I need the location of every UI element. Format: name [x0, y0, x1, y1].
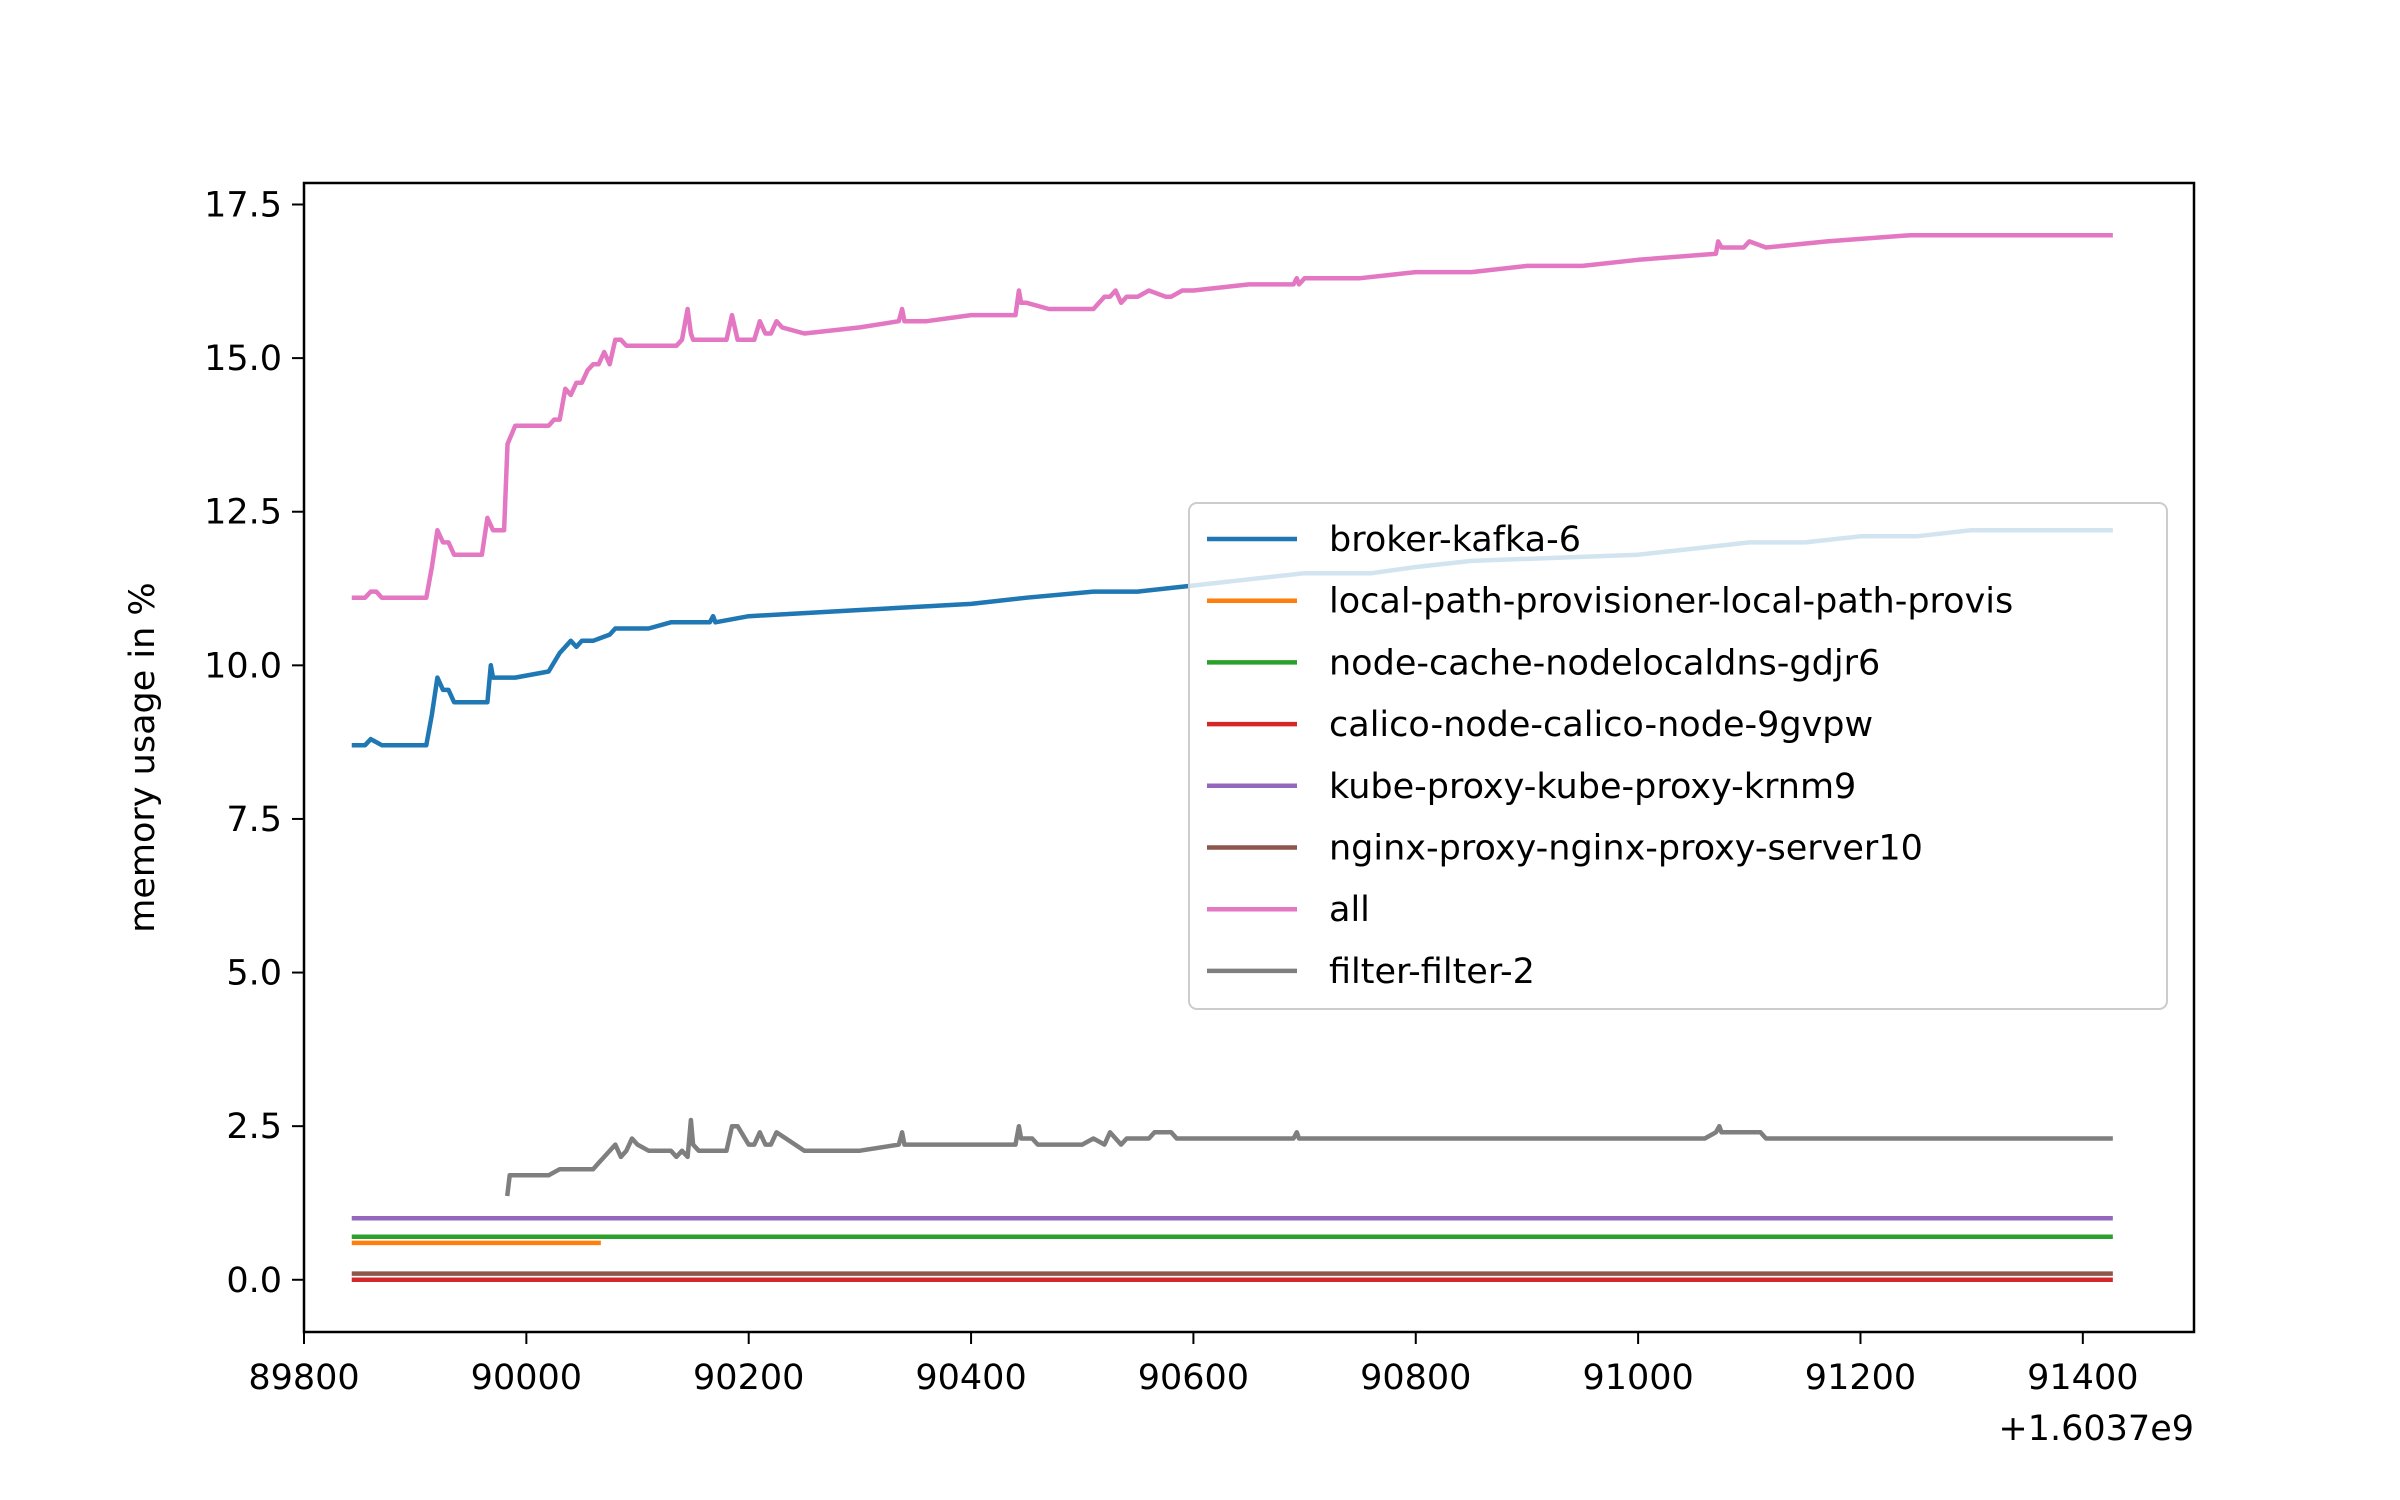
y-axis: 0.0 2.5 5.0 7.5 10.0 12.5 15.0 17.5 — [204, 186, 304, 1301]
legend-entry-label: filter-filter-2 — [1329, 952, 1535, 992]
x-tick-label: 89800 — [248, 1358, 359, 1398]
legend-entry-label: calico-node-calico-node-9gvpw — [1329, 705, 1873, 745]
x-tick-label: 90000 — [471, 1358, 582, 1398]
series-line-6 — [351, 232, 2113, 600]
x-axis-offset-label: +1.6037e9 — [1998, 1409, 2194, 1449]
x-axis: 89800 90000 90200 90400 90600 90800 91000 91200… — [248, 1332, 2138, 1398]
legend-box — [1188, 502, 2168, 1010]
legend-entry-label: all — [1329, 890, 1370, 930]
legend-entry-label: kube-proxy-kube-proxy-krnm9 — [1329, 767, 1856, 807]
y-tick-label: 7.5 — [226, 800, 282, 840]
y-tick-label: 12.5 — [204, 493, 282, 533]
legend: broker-kafka-6 local-path-provisioner-loc… — [1188, 502, 2168, 1010]
series-layer — [351, 232, 2113, 1283]
x-tick-label: 90800 — [1360, 1358, 1471, 1398]
x-tick-label: 90600 — [1138, 1358, 1249, 1398]
y-tick-label: 5.0 — [226, 954, 282, 994]
x-tick-label: 91000 — [1582, 1358, 1693, 1398]
legend-entry-label: broker-kafka-6 — [1329, 520, 1581, 560]
legend-entry-label: local-path-provisioner-local-path-provis — [1329, 582, 2013, 622]
y-tick-label: 0.0 — [226, 1261, 282, 1301]
x-tick-label: 90400 — [915, 1358, 1026, 1398]
y-tick-label: 17.5 — [204, 186, 282, 226]
plot-frame — [302, 181, 2196, 1334]
x-tick-label: 90200 — [693, 1358, 804, 1398]
legend-entry-label: nginx-proxy-nginx-proxy-server10 — [1329, 829, 1923, 869]
legend-entry-label: node-cache-nodelocaldns-gdjr6 — [1329, 643, 1880, 683]
y-axis-label: memory usage in % — [123, 582, 163, 932]
x-tick-label: 91200 — [1805, 1358, 1916, 1398]
y-tick-label: 15.0 — [204, 339, 282, 379]
y-tick-label: 2.5 — [226, 1107, 282, 1147]
series-line-7 — [505, 1117, 2113, 1197]
x-tick-label: 91400 — [2027, 1358, 2138, 1398]
y-tick-label: 10.0 — [204, 646, 282, 686]
